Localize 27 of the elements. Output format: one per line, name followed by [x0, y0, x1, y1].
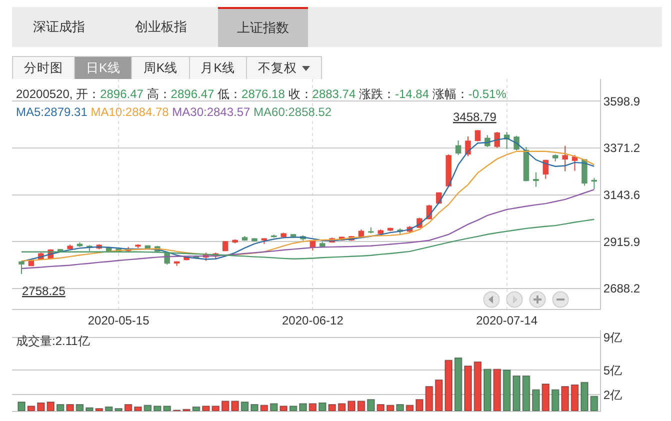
y-tick-label: 3143.6 [603, 188, 640, 202]
text: MA30:2843.57 [172, 105, 251, 119]
y-tick-label: 5亿 [603, 363, 622, 378]
annotation: 成交量:2.11亿 [16, 334, 90, 348]
y-tick-label: 2915.9 [603, 234, 640, 249]
text: MA10:2884.78 [90, 105, 170, 119]
text: 日K线 [86, 60, 120, 77]
text: 周K线 [143, 60, 178, 77]
text: 分时图 [24, 60, 63, 77]
text: MA5:2879.31 [16, 105, 88, 119]
y-tick-label: 2688.2 [603, 282, 640, 296]
y-tick-label: 9亿 [603, 330, 622, 345]
x-tick-label: 2020-05-15 [88, 313, 150, 328]
text: 深证成指 [32, 18, 86, 36]
x-tick-label: 2020-06-12 [282, 313, 344, 328]
text: 不复权 [258, 60, 298, 77]
y-tick-label: 3371.2 [603, 141, 640, 156]
text: 创业板指 [134, 18, 188, 36]
text: 20200520, 开：2896.47 高：2896.47 低：2876.18 收：2883.74 涨跌：-14.84 涨幅：-0.51% [16, 87, 506, 101]
x-tick-label: 2020-07-14 [476, 313, 538, 328]
text: MA60:2858.52 [254, 105, 332, 119]
annotation: 2758.25 [22, 284, 66, 298]
annotation: 3458.79 [453, 110, 497, 124]
text: 月K线 [200, 60, 236, 77]
y-tick-label: 2亿 [603, 388, 622, 402]
y-tick-label: 3598.9 [603, 94, 640, 108]
text: 上证指数 [218, 7, 308, 47]
